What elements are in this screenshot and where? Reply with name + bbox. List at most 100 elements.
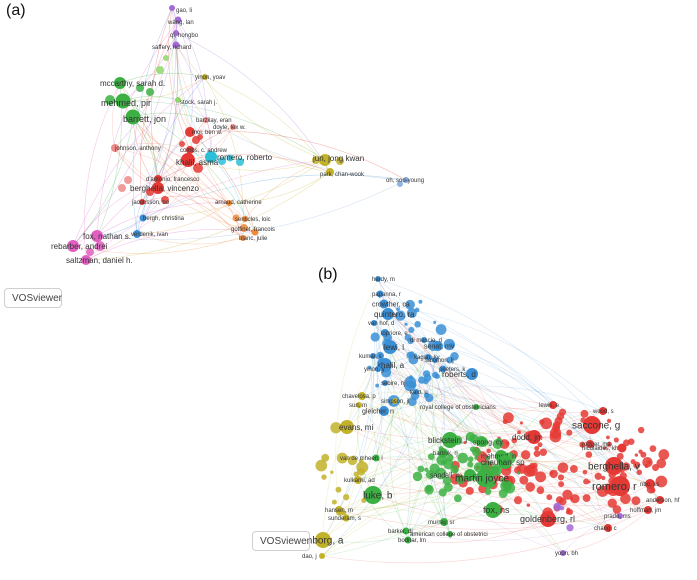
network-node[interactable]: sebire, nj xyxy=(381,380,405,387)
network-node[interactable]: blanc, julie xyxy=(239,235,268,242)
network-node[interactable]: verdenik, ivan xyxy=(131,230,168,238)
network-node[interactable]: khalil, asma xyxy=(176,153,219,167)
network-node[interactable]: hansen, m xyxy=(325,506,353,514)
network-node[interactable]: senat, mv xyxy=(424,341,455,351)
network-node[interactable]: mccarthy, sarah d. xyxy=(100,77,165,89)
network-node[interactable]: fox, ns xyxy=(483,502,510,518)
network-node[interactable]: barrett, jon xyxy=(123,109,166,125)
network-node[interactable]: goffinet, francois xyxy=(231,227,275,236)
network-node-minor xyxy=(492,438,503,450)
network-node[interactable]: bergh, christina xyxy=(139,214,185,223)
network-node[interactable]: wood, s xyxy=(592,407,614,415)
network-node[interactable]: martin joyce xyxy=(455,469,509,487)
network-node-minor xyxy=(627,438,635,445)
network-node[interactable]: hoffman, jm xyxy=(630,506,661,514)
network-node[interactable]: wang, lan xyxy=(167,16,194,27)
network-node[interactable]: dao, j xyxy=(302,553,325,560)
network-node[interactable]: quintero, ra xyxy=(374,308,415,320)
network-node-minor xyxy=(606,441,612,447)
network-node[interactable]: chauhan, sp xyxy=(481,455,525,469)
network-node[interactable]: sandall, m xyxy=(430,469,476,481)
network-node[interactable]: kulkarni, ad xyxy=(344,476,375,484)
network-node[interactable]: simpson, jl xyxy=(381,398,409,405)
network-node[interactable]: van hof, d xyxy=(368,320,394,327)
network-node[interactable]: bartnik, rj xyxy=(433,448,458,458)
network-node[interactable]: murray, sr xyxy=(428,518,455,526)
network-node[interactable]: berghella, vincenzo xyxy=(130,182,199,194)
network-node[interactable]: rebarber, andrei xyxy=(51,240,108,252)
network-node[interactable]: nicolaides, kh xyxy=(582,443,627,453)
network-node[interactable]: yinon, yoav xyxy=(195,74,225,81)
network-node[interactable]: stock, sarah j. xyxy=(175,97,217,106)
network-node-circle xyxy=(115,93,131,109)
network-node[interactable]: d'antonio, francesco xyxy=(146,175,200,183)
network-node[interactable]: arnaud, catherine xyxy=(215,200,262,206)
network-node[interactable]: luke, b xyxy=(363,486,393,504)
network-node[interactable]: qi, hongbo xyxy=(170,30,199,39)
network-node[interactable]: jun, jong kwan xyxy=(312,154,364,166)
network-node[interactable]: mehmed, pir xyxy=(101,93,151,109)
network-node-minor xyxy=(517,430,521,435)
network-node[interactable]: jacobsson, bo xyxy=(131,199,170,206)
network-node[interactable]: berghella, v xyxy=(588,457,640,475)
network-node[interactable]: romero, roberto xyxy=(205,151,273,163)
network-node[interactable]: lopriore, e xyxy=(381,329,408,337)
network-node[interactable]: american college of obstetrici xyxy=(410,531,488,538)
network-node[interactable]: lewi, l xyxy=(383,340,404,354)
network-node[interactable]: hardy, m xyxy=(372,276,395,283)
vosviewer-badge-a[interactable]: VOSviewer xyxy=(4,288,62,308)
network-node[interactable]: yinon, y xyxy=(364,366,385,373)
network-node[interactable]: kagan, kv xyxy=(414,354,440,361)
network-node[interactable]: rodger, ma xyxy=(582,440,611,448)
network-node[interactable]: nbo, ks xyxy=(640,479,659,489)
network-node[interactable]: blickstein, i xyxy=(428,432,467,448)
network-node[interactable]: chang, c xyxy=(594,524,617,532)
network-node[interactable]: kumar, s xyxy=(359,353,382,360)
network-node-minor xyxy=(526,464,538,477)
network-node[interactable]: romero, r xyxy=(592,476,637,496)
network-node[interactable]: barzilay, eran xyxy=(196,117,232,124)
network-node-minor xyxy=(161,196,169,204)
network-node[interactable]: saltzman, daniel h. xyxy=(66,255,133,265)
network-node[interactable]: mol, ben w. xyxy=(185,127,223,137)
network-node[interactable]: saccone, g xyxy=(572,416,620,434)
vosviewer-badge-b[interactable]: VOSviewer xyxy=(252,531,310,551)
network-node[interactable]: van de mheen, l xyxy=(340,454,383,463)
network-node[interactable]: gao, li xyxy=(169,5,192,14)
network-node[interactable]: anderson, hf xyxy=(646,496,680,504)
network-node[interactable]: park, chan-wook xyxy=(320,168,365,178)
network-node[interactable]: sunderam, s xyxy=(328,514,361,523)
network-node[interactable]: spong, cy xyxy=(473,437,503,447)
network-node[interactable]: lewis, e xyxy=(539,401,560,409)
network-node[interactable]: gleicher, n xyxy=(362,406,394,416)
network-node[interactable]: pinborg, a xyxy=(299,532,344,548)
network-node[interactable]: oh, soo-young xyxy=(386,177,424,184)
network-node[interactable]: bodnar, lm xyxy=(398,536,426,545)
network-node[interactable]: saffery, richard xyxy=(152,41,191,52)
network-node[interactable]: crowther, ca xyxy=(372,299,410,309)
network-node[interactable]: peeters, k xyxy=(439,365,466,374)
network-node[interactable]: barker, dj xyxy=(388,527,413,536)
network-node-minor xyxy=(656,458,667,469)
network-node[interactable]: yoon, bh xyxy=(555,550,578,557)
network-node[interactable]: sun, m xyxy=(349,402,367,409)
network-node[interactable]: kaid, u xyxy=(410,389,428,396)
network-node[interactable]: combs, c. andrew xyxy=(180,146,228,154)
network-node[interactable]: khalil, a xyxy=(377,358,405,372)
network-node[interactable]: papanna, r xyxy=(372,290,401,299)
network-node[interactable]: senticles, loic xyxy=(235,216,271,223)
network-node[interactable]: johnson, anthony xyxy=(111,144,161,152)
network-node[interactable]: salomon, lj xyxy=(425,357,454,364)
network-node[interactable]: roberts, d xyxy=(442,368,478,380)
edge xyxy=(387,313,502,457)
network-node[interactable]: goldenberg, rl xyxy=(520,511,575,527)
network-node[interactable]: chavelosa, p xyxy=(342,392,376,400)
network-node[interactable]: di mascio, d xyxy=(410,337,442,344)
network-node[interactable]: dodd, jm xyxy=(512,430,543,444)
network-node[interactable]: evans, mi xyxy=(339,420,373,434)
network-node[interactable]: royal college of obstetricians xyxy=(420,404,496,411)
network-node[interactable]: doyle, lex w. xyxy=(213,124,246,131)
network-node[interactable]: fox, nathan s. xyxy=(83,230,131,242)
network-node[interactable]: prado, ms xyxy=(604,513,631,520)
network-node-minor xyxy=(583,478,590,485)
